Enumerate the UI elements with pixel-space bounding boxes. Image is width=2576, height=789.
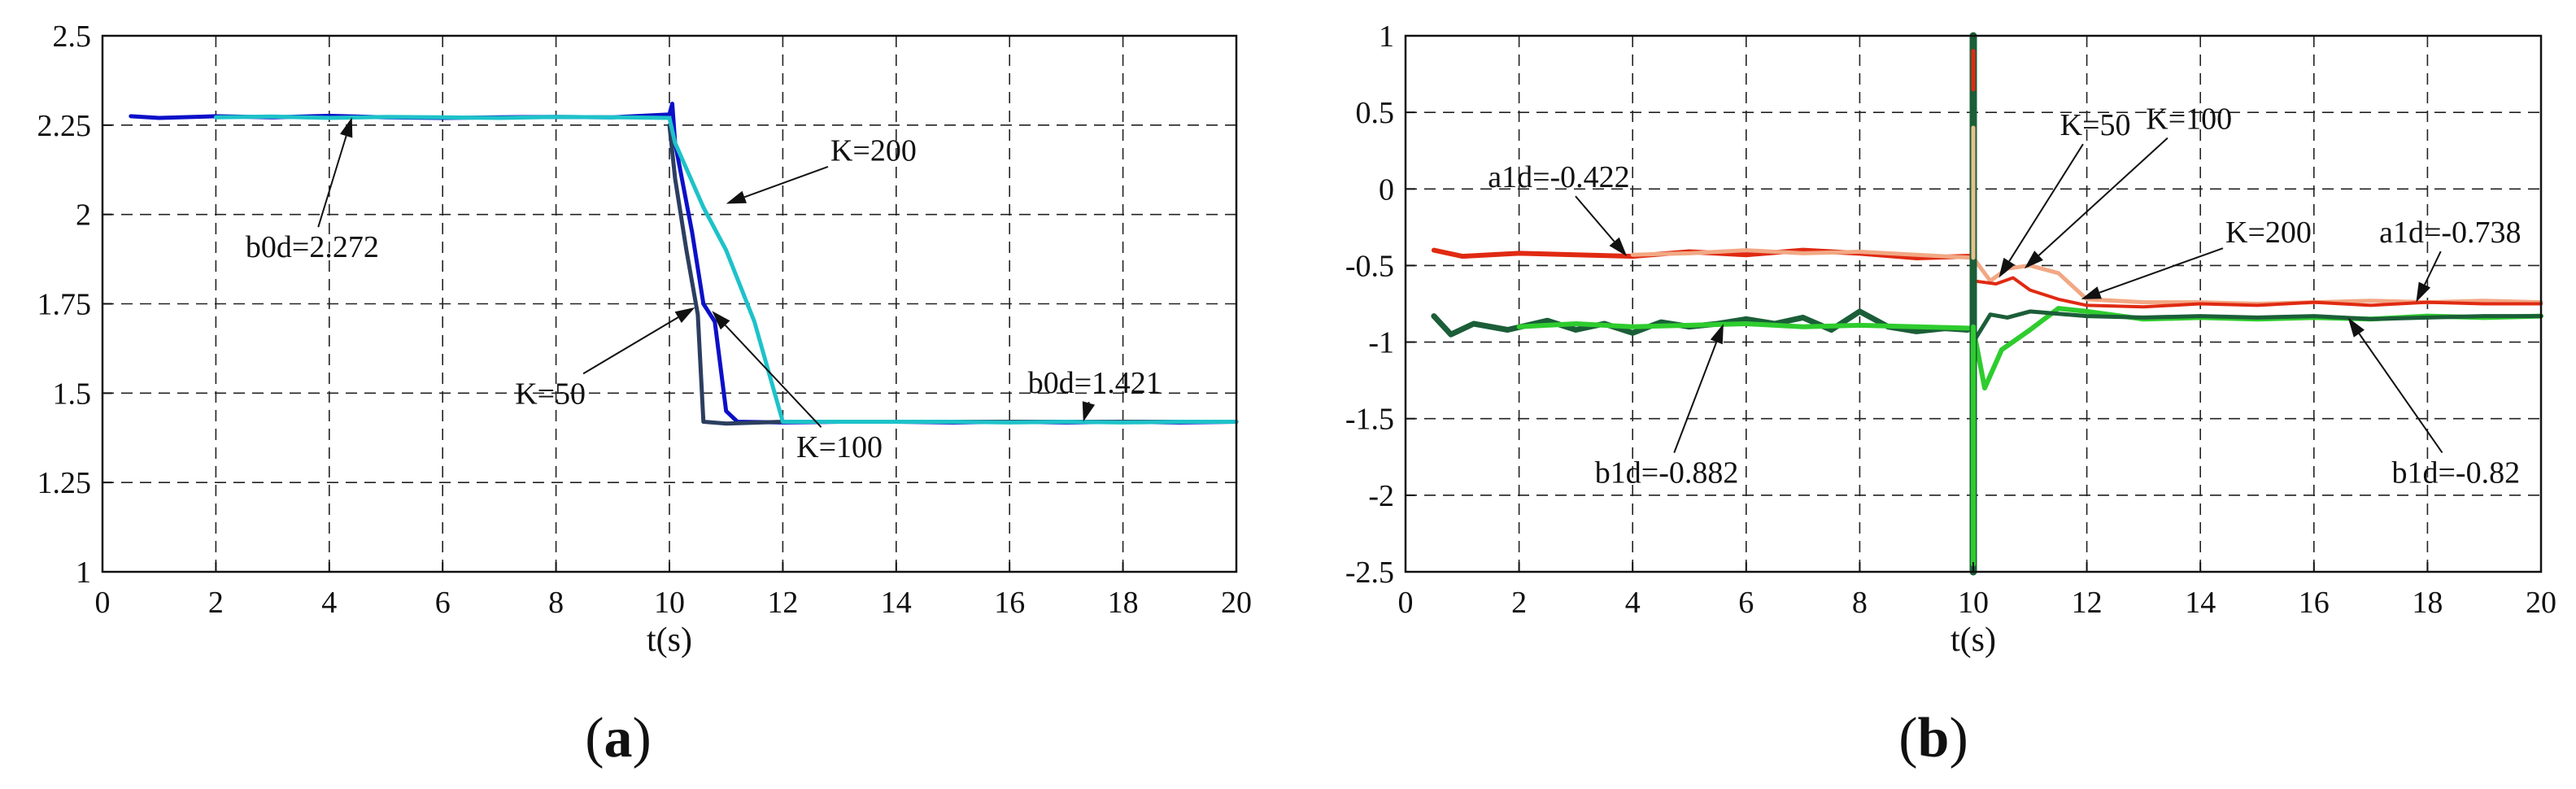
annotation-arrow <box>317 135 347 228</box>
annotation-arrowhead <box>1710 324 1724 345</box>
annotation-label: b0d=1.421 <box>1028 366 1162 400</box>
x-tick-label: 4 <box>1625 586 1641 620</box>
annotation-arrowhead <box>2347 317 2365 338</box>
x-tick-label: 16 <box>994 586 1025 620</box>
annotation-arrowhead <box>1082 401 1096 422</box>
annotation-arrowhead <box>2416 281 2431 303</box>
panel-b: 0 2 4 6 8 10 12 14 16 18 20 -2.5 -2 -1.5 -1 -0.5 0 0.5 1 t(… <box>1345 20 2556 769</box>
panel-label-close: ) <box>1949 707 1968 769</box>
series-line-1 <box>1630 248 2543 306</box>
y-tick-label: 0.5 <box>1356 96 1395 130</box>
x-tick-label: 10 <box>1958 586 1989 620</box>
y-tick-label: 0 <box>1379 172 1394 207</box>
x-tick-label: 6 <box>1738 586 1754 620</box>
annotation-arrowhead <box>726 190 747 204</box>
y-tick-label: 2.25 <box>37 109 92 143</box>
annotation-label: K=200 <box>830 134 917 168</box>
x-tick-label: 10 <box>654 586 685 620</box>
annotation-arrow <box>2099 247 2224 294</box>
panel-label-letter: b <box>1918 707 1950 769</box>
annotation-arrow <box>2358 333 2443 454</box>
x-tick-label: 2 <box>208 586 224 620</box>
annotation-arrowhead <box>1609 237 1628 257</box>
series-line-2 <box>213 114 1239 425</box>
y-tick-label: 1 <box>76 556 91 590</box>
annotation-arrow <box>2423 251 2442 286</box>
annotation-label: K=100 <box>2146 102 2232 137</box>
y-tick-label: -1.5 <box>1345 403 1394 437</box>
annotation-arrow <box>1575 195 1615 242</box>
y-tick-label: 1.25 <box>37 466 92 500</box>
annotation-label: a1d=-0.422 <box>1488 160 1629 194</box>
series-line-5 <box>1971 309 2543 345</box>
annotation-label: a1d=-0.738 <box>2379 216 2521 250</box>
y-tick-label: 1 <box>1379 20 1394 54</box>
annotation-label: b1d=-0.882 <box>1595 456 1739 490</box>
series-line-2 <box>1972 276 2543 309</box>
y-tick-label: 2 <box>76 198 91 233</box>
panel-label-open: ( <box>585 707 604 769</box>
annotation-arrowhead <box>712 311 730 330</box>
annotation-arrowhead <box>2081 286 2102 299</box>
panel-label-open: ( <box>1898 707 1917 769</box>
panel-label-close: ) <box>633 707 652 769</box>
y-tick-label: -1 <box>1368 326 1394 360</box>
x-tick-label: 18 <box>1108 586 1139 620</box>
annotation-arrow <box>2038 137 2168 256</box>
annotation-arrowhead <box>340 117 353 138</box>
panel-label-letter: a <box>604 707 633 769</box>
annotation-label: K=50 <box>2060 108 2131 142</box>
y-tick-label: -2.5 <box>1345 556 1394 590</box>
annotation-label: K=100 <box>796 430 883 464</box>
x-axis-label: t(s) <box>1951 621 1996 659</box>
x-tick-label: 4 <box>321 586 337 620</box>
x-tick-label: 8 <box>1852 586 1868 620</box>
y-tick-label: 1.75 <box>37 288 92 322</box>
x-tick-label: 12 <box>767 586 798 620</box>
annotation-arrow <box>1673 342 1718 453</box>
x-tick-label: 20 <box>2526 586 2556 620</box>
x-tick-label: 0 <box>1398 586 1414 620</box>
y-tick-label: 1.5 <box>53 377 92 411</box>
x-tick-label: 14 <box>881 586 912 620</box>
x-tick-label: 8 <box>548 586 564 620</box>
panel-label: (a) <box>585 707 652 769</box>
annotation-arrowhead <box>674 307 695 323</box>
annotation-arrow <box>582 316 679 375</box>
x-tick-label: 6 <box>435 586 451 620</box>
x-tick-label: 0 <box>95 586 111 620</box>
x-tick-label: 20 <box>1221 586 1252 620</box>
annotation-arrowhead <box>1998 257 2015 278</box>
x-tick-label: 2 <box>1511 586 1527 620</box>
panel-a: 0 2 4 6 8 10 12 14 16 18 20 1 1.25 1.5 1.75 2 2.25 2.5 t(s… <box>37 20 1253 769</box>
y-tick-label: 2.5 <box>53 20 92 54</box>
x-axis-label: t(s) <box>647 621 692 659</box>
annotation-label: b1d=-0.82 <box>2392 456 2521 490</box>
x-tick-label: 16 <box>2299 586 2330 620</box>
panel-label: (b) <box>1898 707 1968 769</box>
x-tick-label: 14 <box>2185 586 2216 620</box>
y-tick-label: -2 <box>1368 479 1394 513</box>
annotation-arrowhead <box>2024 251 2043 269</box>
x-tick-label: 18 <box>2412 586 2443 620</box>
y-tick-label: -0.5 <box>1345 249 1394 283</box>
annotation-label: K=50 <box>515 377 586 411</box>
annotation-arrow <box>724 325 822 428</box>
annotation-arrow <box>2008 143 2084 262</box>
annotation-arrow <box>743 166 829 198</box>
annotation-label: K=200 <box>2225 216 2312 250</box>
annotation-label: b0d=2.272 <box>246 230 379 264</box>
x-tick-label: 12 <box>2072 586 2103 620</box>
